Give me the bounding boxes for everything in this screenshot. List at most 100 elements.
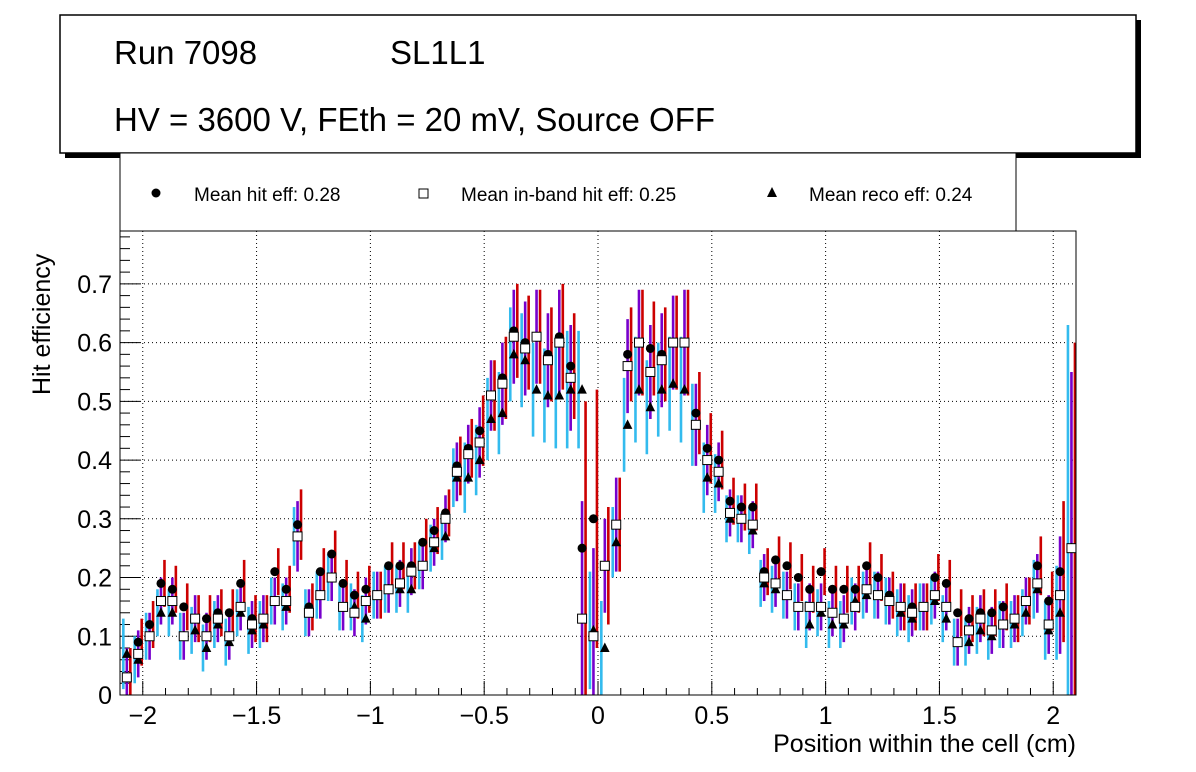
hit-eff-point xyxy=(930,573,940,583)
reco-eff-point xyxy=(725,513,735,523)
inband-eff-point xyxy=(941,601,952,612)
inband-eff-point xyxy=(1055,590,1066,601)
reco-eff-point xyxy=(986,630,997,641)
inband-eff-point xyxy=(781,590,792,601)
inband-eff-point xyxy=(633,337,644,348)
reco-eff-point xyxy=(941,613,952,623)
y-tick-label: 0 xyxy=(98,682,112,710)
hit-eff-point xyxy=(941,578,951,588)
hit-eff-point xyxy=(702,443,712,453)
inband-eff-point xyxy=(247,619,258,630)
hit-eff-point xyxy=(691,408,701,418)
y-tick-label: 0.1 xyxy=(77,623,112,651)
reco-eff-point xyxy=(190,624,200,635)
reco-eff-point xyxy=(930,595,940,606)
inband-eff-point xyxy=(349,607,360,618)
reco-eff-point xyxy=(702,472,713,482)
inband-eff-point xyxy=(326,572,337,583)
reco-eff-point xyxy=(429,542,439,553)
hit-eff-point xyxy=(725,496,735,506)
inband-eff-point xyxy=(588,631,599,642)
inband-eff-point xyxy=(190,613,201,624)
inband-eff-point xyxy=(838,613,849,624)
y-tick-label: 0.2 xyxy=(77,565,112,593)
reco-eff-point xyxy=(281,601,291,611)
hit-eff-point xyxy=(270,567,280,577)
inband-eff-point xyxy=(303,607,314,618)
inband-eff-point xyxy=(474,437,485,448)
inband-eff-point xyxy=(929,590,940,601)
plot-frame xyxy=(119,230,1077,696)
inband-eff-point xyxy=(986,625,997,636)
y-tick-label: 0.4 xyxy=(77,447,112,475)
y-tick-label: 0.5 xyxy=(77,388,112,416)
x-tick-label: 1.5 xyxy=(922,702,957,730)
reco-eff-point xyxy=(440,530,451,541)
hit-eff-point xyxy=(782,561,792,571)
inband-eff-point xyxy=(565,372,576,383)
inband-eff-point xyxy=(201,631,212,642)
x-axis-label: Position within the cell (cm) xyxy=(773,730,1076,758)
hit-eff-point xyxy=(133,637,143,647)
x-tick-label: −2 xyxy=(129,702,158,730)
reco-eff-point xyxy=(964,636,974,647)
reco-eff-point xyxy=(565,384,576,394)
hit-eff-point xyxy=(577,543,587,553)
x-tick-label: 0.5 xyxy=(694,702,729,730)
hit-eff-point xyxy=(338,578,348,588)
reco-eff-point xyxy=(452,472,462,482)
hit-eff-point xyxy=(793,573,803,583)
reco-eff-point xyxy=(622,419,633,429)
inband-eff-point xyxy=(725,507,736,518)
hit-eff-point xyxy=(953,608,963,618)
inband-eff-point xyxy=(520,343,531,354)
inband-eff-point xyxy=(816,601,827,612)
reco-eff-point xyxy=(201,642,212,653)
reco-eff-point xyxy=(156,607,166,617)
inband-eff-point xyxy=(656,355,667,366)
y-tick-label: 0.6 xyxy=(77,330,112,358)
reco-eff-point xyxy=(1043,624,1054,635)
hit-eff-point xyxy=(827,584,837,594)
legend-inband-marker-icon xyxy=(418,188,429,199)
hit-eff-point xyxy=(839,584,849,594)
hit-eff-point xyxy=(349,590,359,600)
reco-eff-point xyxy=(1009,619,1020,629)
reco-eff-point xyxy=(247,624,257,635)
hit-eff-point xyxy=(384,561,394,571)
hit-eff-point xyxy=(771,555,781,565)
inband-eff-point xyxy=(872,590,883,601)
inband-eff-point xyxy=(713,466,724,477)
inband-eff-point xyxy=(747,519,758,530)
hit-eff-point xyxy=(998,602,1008,612)
hit-eff-point xyxy=(179,602,189,612)
reco-eff-point xyxy=(531,384,542,394)
inband-eff-point xyxy=(1066,543,1077,554)
hit-eff-point xyxy=(748,502,758,512)
reco-eff-point xyxy=(975,624,986,635)
inband-eff-point xyxy=(702,455,713,466)
inband-eff-point xyxy=(668,337,679,348)
reco-eff-point xyxy=(1032,583,1043,594)
reco-eff-point xyxy=(577,384,587,394)
title-box-frame xyxy=(59,14,1137,154)
hit-eff-point xyxy=(475,426,485,436)
x-tick-label: 2 xyxy=(1046,702,1060,730)
reco-eff-point xyxy=(600,642,610,653)
inband-eff-point xyxy=(144,631,155,642)
inband-eff-point xyxy=(895,601,906,612)
inband-eff-point xyxy=(611,519,622,530)
title-layer: SL1L1 xyxy=(390,34,485,71)
inband-eff-point xyxy=(952,637,963,648)
inband-eff-point xyxy=(1043,619,1054,630)
reco-eff-point xyxy=(645,401,656,412)
inband-eff-point xyxy=(645,366,656,377)
inband-eff-point xyxy=(417,560,428,571)
inband-eff-point xyxy=(861,584,872,595)
reco-eff-point xyxy=(543,389,553,400)
inband-eff-point xyxy=(167,596,178,607)
hit-eff-point xyxy=(623,349,633,359)
reco-eff-point xyxy=(861,589,872,600)
reco-eff-point xyxy=(406,583,417,594)
reco-eff-point xyxy=(213,619,223,629)
